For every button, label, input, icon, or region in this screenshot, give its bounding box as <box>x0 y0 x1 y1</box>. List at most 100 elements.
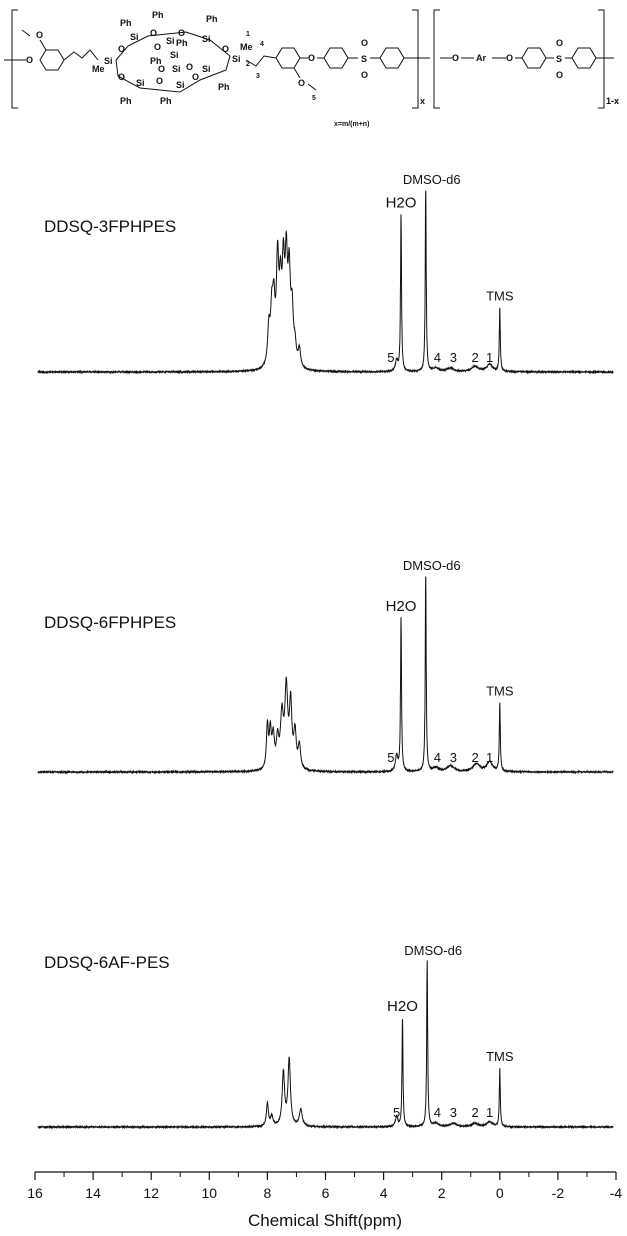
water-peak-label: H2O <box>386 598 417 615</box>
dmso-peak-label: DMSO-d6 <box>403 172 461 187</box>
spectrum-panel-3: DDSQ-6AF-PES H2O DMSO-d6 TMS 5 4 3 2 1 <box>37 943 614 1130</box>
proton-peak-label: 1 <box>486 750 493 765</box>
proton-peak-label: 1 <box>486 350 493 365</box>
svg-text:O: O <box>298 78 305 88</box>
tms-peak-label: TMS <box>486 683 514 698</box>
svg-text:Ph: Ph <box>150 56 162 66</box>
x-tick-label: -2 <box>552 1185 565 1201</box>
water-peak-label: H2O <box>387 998 418 1015</box>
svg-text:Si: Si <box>104 56 113 66</box>
svg-text:O: O <box>186 62 193 72</box>
tms-peak-label: TMS <box>486 288 514 303</box>
svg-text:4: 4 <box>260 41 264 48</box>
svg-text:Si: Si <box>136 78 145 88</box>
polymer-structure: x 1-x x=m/(m+n) O O Me Si O O Si Si Ph P… <box>4 9 619 128</box>
svg-text:O: O <box>158 64 165 74</box>
x-axis: 16 14 12 10 8 6 4 2 0 -2 -4 Chemical Shift(ppm) <box>27 1171 623 1230</box>
svg-text:Ph: Ph <box>176 38 188 48</box>
svg-text:O: O <box>361 38 368 48</box>
spectrum-trace <box>37 960 614 1130</box>
proton-peak-label: 2 <box>471 1105 478 1120</box>
svg-text:Si: Si <box>130 32 139 42</box>
proton-peak-label: 3 <box>450 1105 457 1120</box>
svg-text:3: 3 <box>256 73 260 80</box>
proton-peak-label: 2 <box>471 350 478 365</box>
svg-text:Si: Si <box>232 54 241 64</box>
svg-text:Ph: Ph <box>120 96 132 106</box>
proton-peak-label: 4 <box>434 350 441 365</box>
svg-text:O: O <box>118 44 125 54</box>
proton-peak-label: 5 <box>387 350 394 365</box>
svg-text:Ar: Ar <box>476 53 486 63</box>
proton-peak-label: 5 <box>393 1105 400 1120</box>
spectrum-panel-1: DDSQ-3FPHPES H2O DMSO-d6 TMS 5 4 3 2 1 <box>37 172 614 375</box>
svg-text:S: S <box>556 54 562 64</box>
spectrum-trace <box>37 576 614 775</box>
proton-peak-label: 5 <box>387 750 394 765</box>
svg-text:1: 1 <box>246 31 250 38</box>
svg-text:O: O <box>36 30 43 40</box>
svg-text:Ph: Ph <box>218 82 230 92</box>
proton-peak-label: 2 <box>471 750 478 765</box>
guaiacyl-ring <box>275 47 301 69</box>
proton-peak-label: 4 <box>434 750 441 765</box>
dmso-peak-label: DMSO-d6 <box>403 558 461 573</box>
svg-text:O: O <box>192 72 199 82</box>
svg-text:2: 2 <box>246 61 250 68</box>
svg-text:O: O <box>506 53 513 63</box>
x-tick-label: 4 <box>380 1185 388 1201</box>
repeat-unit-1mx-label: 1-x <box>606 96 619 106</box>
svg-text:Si: Si <box>176 80 185 90</box>
x-tick-label: 16 <box>27 1185 43 1201</box>
svg-text:Ph: Ph <box>152 10 164 20</box>
svg-text:Ph: Ph <box>160 96 172 106</box>
svg-text:O: O <box>556 70 563 80</box>
x-axis-label: Chemical Shift(ppm) <box>248 1211 402 1230</box>
svg-text:Me: Me <box>240 42 253 52</box>
svg-text:Si: Si <box>172 64 181 74</box>
x-tick-label: 8 <box>264 1185 272 1201</box>
svg-text:Si: Si <box>166 36 175 46</box>
svg-text:O: O <box>361 70 368 80</box>
x-tick-label: 12 <box>143 1185 159 1201</box>
svg-text:O: O <box>150 28 157 38</box>
phenyl-ring-2 <box>379 47 405 69</box>
spectrum-panel-2: DDSQ-6FPHPES H2O DMSO-d6 TMS 5 4 3 2 1 <box>37 558 614 775</box>
svg-text:O: O <box>178 28 185 38</box>
svg-text:Ph: Ph <box>206 14 218 24</box>
x-tick-label: 10 <box>202 1185 218 1201</box>
spectrum-trace <box>37 190 614 375</box>
tms-peak-label: TMS <box>486 1049 514 1064</box>
phenyl-ring-3 <box>521 47 547 69</box>
svg-text:Ph: Ph <box>120 18 132 28</box>
x-definition: x=m/(m+n) <box>334 121 369 128</box>
proton-peak-label: 3 <box>450 750 457 765</box>
proton-peak-label: 3 <box>450 350 457 365</box>
svg-text:O: O <box>154 42 161 52</box>
svg-text:O: O <box>308 53 315 63</box>
svg-text:O: O <box>452 53 459 63</box>
svg-text:5: 5 <box>312 95 316 102</box>
svg-text:O: O <box>222 44 229 54</box>
svg-text:Si: Si <box>170 50 179 60</box>
ddsq-cage: O O Si Si Ph Ph Ph Ph O Si Ph O O Si Ph … <box>115 10 241 106</box>
spectrum-title: DDSQ-6AF-PES <box>44 953 170 972</box>
x-tick-label: 6 <box>322 1185 330 1201</box>
repeat-unit-x-label: x <box>420 96 425 106</box>
svg-text:O: O <box>156 76 163 86</box>
phenyl-ring-1 <box>323 47 349 69</box>
dmso-peak-label: DMSO-d6 <box>404 943 462 958</box>
proton-peak-label: 4 <box>434 1105 441 1120</box>
svg-text:O: O <box>556 38 563 48</box>
phenyl-ring-4 <box>571 47 597 69</box>
svg-text:Si: Si <box>202 64 211 74</box>
svg-text:Me: Me <box>92 64 105 74</box>
water-peak-label: H2O <box>386 194 417 211</box>
spectrum-title: DDSQ-6FPHPES <box>44 613 176 632</box>
x-tick-label: -4 <box>610 1185 623 1201</box>
x-tick-label: 14 <box>85 1185 101 1201</box>
svg-text:O: O <box>26 55 33 65</box>
spectrum-title: DDSQ-3FPHPES <box>44 217 176 236</box>
